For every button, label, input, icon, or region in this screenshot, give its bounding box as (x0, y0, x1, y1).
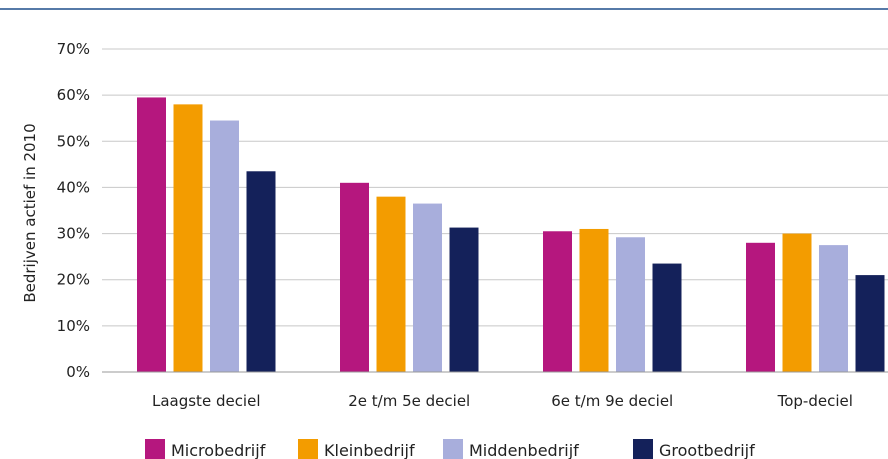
y-tick-label: 50% (57, 132, 90, 150)
bar (652, 263, 682, 372)
y-axis-title: Bedrijven actief in 2010 (21, 123, 39, 302)
x-tick-label: 2e t/m 5e deciel (348, 392, 470, 410)
bar (855, 275, 885, 372)
bar (449, 227, 479, 372)
legend: Microbedrijf Kleinbedrijf Middenbedrijf Gro… (145, 439, 755, 459)
legend-swatch (145, 439, 165, 459)
bar (210, 120, 239, 373)
bar (137, 97, 166, 372)
bar (340, 182, 369, 372)
y-tick-label: 30% (57, 225, 90, 243)
bar (746, 242, 775, 372)
legend-swatch (443, 439, 463, 459)
bar (173, 104, 203, 372)
bar (579, 228, 609, 372)
legend-swatch (633, 439, 653, 459)
bar (376, 196, 406, 372)
bar (616, 237, 645, 372)
y-tick-label: 70% (57, 40, 90, 58)
y-tick-label: 10% (57, 317, 90, 335)
y-tick-label: 60% (57, 86, 90, 104)
bar (413, 203, 442, 372)
bar (819, 245, 848, 372)
y-tick-label: 20% (57, 271, 90, 289)
x-tick-label: Laagste deciel (152, 392, 261, 410)
legend-label: Kleinbedrijf (324, 441, 415, 459)
y-tick-label: 0% (66, 363, 90, 381)
legend-label: Middenbedrijf (469, 441, 579, 459)
bar (543, 231, 572, 372)
bar (782, 233, 812, 372)
y-tick-labels: 0% 10% 20% 30% 40% 50% 60% 70% (57, 40, 90, 381)
bars (137, 97, 885, 373)
legend-label: Microbedrijf (171, 441, 266, 459)
bar (246, 171, 276, 372)
legend-swatch (298, 439, 318, 459)
x-tick-label: 6e t/m 9e deciel (551, 392, 673, 410)
y-tick-label: 40% (57, 178, 90, 196)
x-tick-label: Top-deciel (777, 392, 853, 410)
x-tick-labels: Laagste deciel 2e t/m 5e deciel 6e t/m 9e … (152, 392, 853, 410)
legend-label: Grootbedrijf (659, 441, 755, 459)
